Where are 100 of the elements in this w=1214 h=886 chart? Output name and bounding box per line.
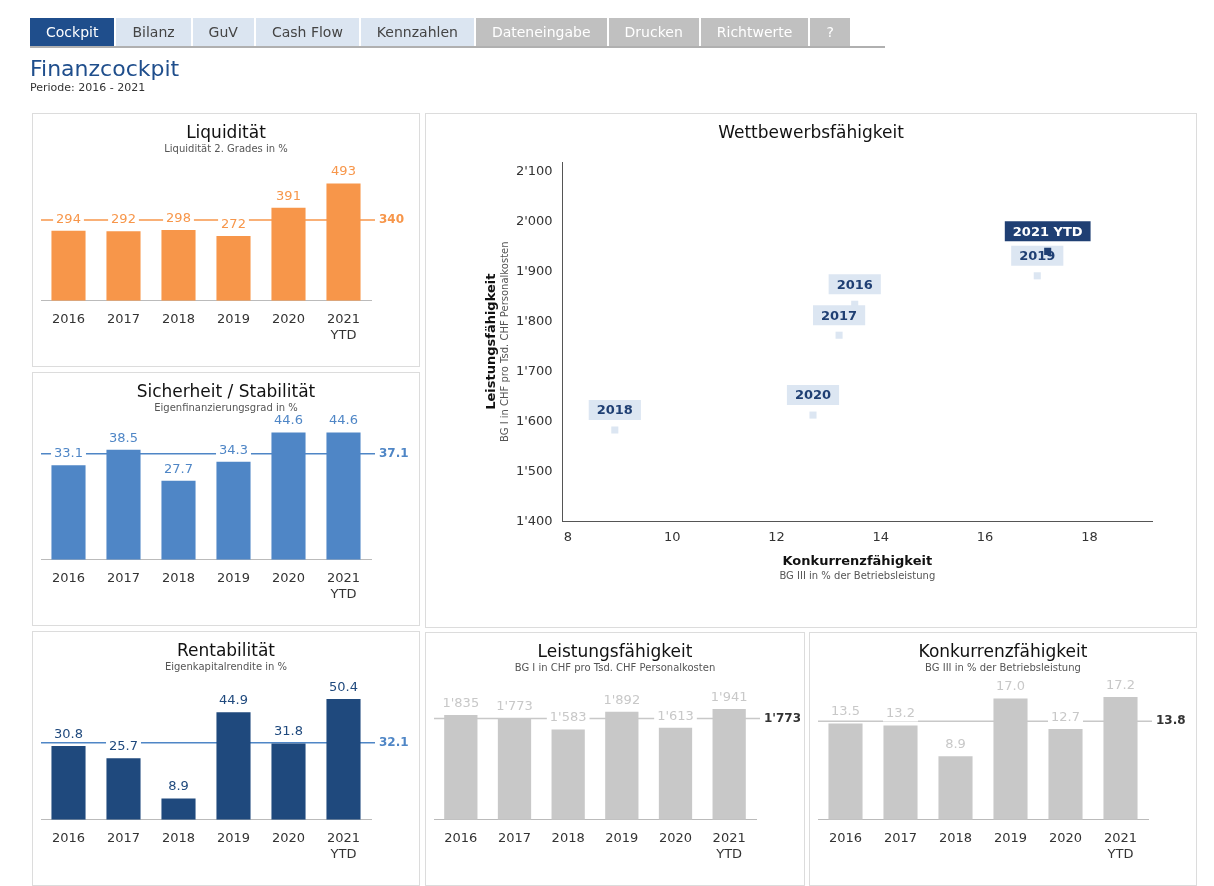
x-tick-label: 10 — [663, 528, 681, 544]
x-tick-label: 2017 — [106, 569, 141, 585]
x-tick-label: 2019 — [605, 829, 639, 845]
point — [835, 331, 843, 339]
text: GuV — [192, 18, 254, 46]
chart-subtitle: Eigenfinanzierungsgrad in % — [153, 402, 299, 413]
chart-title: Wettbewerbsfähigkeit — [717, 122, 905, 142]
annotation: 2021 YTD — [1012, 223, 1083, 239]
x-tick-label: 2020 — [271, 569, 306, 585]
text: Drucken — [608, 18, 699, 46]
chart-title: Rentabilität — [175, 640, 277, 660]
data-label: 391 — [276, 187, 301, 203]
x-tick-label: 2020 — [271, 310, 306, 326]
data-label: 50.4 — [329, 678, 358, 694]
y-tick-label: 1'700 — [515, 363, 553, 379]
bar — [326, 699, 361, 820]
text: Cockpit — [30, 18, 115, 46]
bar — [216, 712, 251, 820]
x-tick-label: 2016 — [51, 310, 86, 326]
y-tick-label: 1'400 — [515, 512, 553, 528]
data-label: 33.1 — [54, 445, 83, 461]
point — [809, 411, 817, 419]
data-label: 8.9 — [168, 778, 189, 794]
x-tick-label: 2017 — [883, 829, 918, 845]
annotation: 2018 — [596, 402, 633, 418]
text: Finanzcockpit — [30, 56, 181, 81]
bar — [106, 758, 141, 820]
y-axis-title: Leistungsfähigkeit BG I in CHF pro Tsd. CHF Personalkosten — [482, 241, 510, 442]
point — [1033, 272, 1041, 280]
chart-title: Leistungsfähigkeit — [536, 641, 694, 661]
bar — [161, 798, 196, 820]
chart-subtitle: Liquidität 2. Grades in % — [163, 143, 289, 154]
chart-subtitle: BG III in % der Betriebsleistung — [924, 662, 1082, 673]
data-label: 44.9 — [219, 692, 248, 708]
y-tick-label: 1'800 — [515, 313, 553, 329]
x-tick-label: 2021 YTD — [1103, 829, 1138, 861]
chart-title: Sicherheit / Stabilität — [135, 381, 317, 401]
text: Kennzahlen — [360, 18, 474, 46]
data-label: 27.7 — [164, 460, 193, 476]
chart-title: Konkurrenzfähigkeit — [917, 641, 1089, 661]
bar — [271, 743, 306, 820]
y-tick-label: 2'100 — [515, 163, 553, 179]
bar — [51, 465, 86, 560]
y-tick-label: 2'000 — [515, 213, 553, 229]
data-label: 38.5 — [109, 429, 138, 445]
bar — [51, 230, 86, 301]
data-label: 272 — [221, 215, 246, 231]
x-tick-label: 2016 — [444, 829, 478, 845]
annotation: 2020 — [794, 387, 832, 403]
ref-line-label: 32.1 — [379, 734, 409, 749]
bar — [51, 745, 86, 820]
bar — [161, 480, 196, 560]
x-tick-label: 2017 — [106, 829, 141, 845]
data-label: 25.7 — [109, 738, 138, 754]
x-tick-label: 2017 — [497, 829, 532, 845]
data-label: 44.6 — [329, 412, 358, 428]
x-tick-label: 2016 — [828, 829, 863, 845]
text: Richtwerte — [700, 18, 809, 46]
x-tick-label: 2018 — [161, 310, 196, 326]
data-label: 44.6 — [274, 412, 303, 428]
ref-line-label: 1'773 — [764, 710, 802, 725]
data-label: 34.3 — [219, 441, 248, 457]
x-tick-label: 2020 — [1048, 829, 1083, 845]
x-tick-label: 2016 — [51, 569, 86, 585]
x-tick-label: 2019 — [216, 569, 251, 585]
x-tick-label: 2021 YTD — [326, 569, 361, 601]
bar — [161, 229, 196, 301]
x-axis-title: Konkurrenzfähigkeit BG III in % der Betriebsleistung — [779, 553, 936, 582]
ref-line-label: 340 — [379, 212, 405, 227]
x-tick-label: 2020 — [658, 829, 693, 845]
bar — [216, 461, 251, 560]
data-label: 30.8 — [54, 725, 83, 741]
bar — [216, 236, 251, 301]
data-label: 31.8 — [274, 723, 303, 739]
point — [611, 426, 619, 434]
y-tick-label: 1'500 — [515, 462, 553, 478]
bar — [658, 727, 693, 820]
bar — [1048, 729, 1083, 820]
ref-line-label: 13.8 — [1156, 713, 1186, 728]
bar — [938, 756, 973, 820]
x-tick-label: 2018 — [161, 569, 196, 585]
bar — [551, 729, 585, 820]
bar — [106, 231, 141, 301]
x-tick-label: 2017 — [106, 310, 141, 326]
x-tick-label: 2021 YTD — [712, 829, 746, 861]
annotation: 2016 — [836, 276, 873, 292]
x-tick-label: 2016 — [51, 829, 86, 845]
data-label: 493 — [331, 163, 356, 179]
x-tick-label: 2019 — [216, 829, 251, 845]
x-tick-label: 2021 YTD — [326, 310, 361, 342]
text: ? — [810, 18, 850, 46]
x-tick-label: 2020 — [271, 829, 306, 845]
bar — [883, 725, 918, 820]
x-tick-label: 2019 — [993, 829, 1028, 845]
x-tick-label: 2018 — [938, 829, 973, 845]
text: Dateneingabe — [475, 18, 607, 46]
x-tick-label: 2019 — [216, 310, 251, 326]
x-tick-label: 14 — [872, 528, 890, 544]
chart-subtitle: Eigenkapitalrendite in % — [163, 661, 289, 672]
x-tick-label: 2018 — [551, 829, 585, 845]
